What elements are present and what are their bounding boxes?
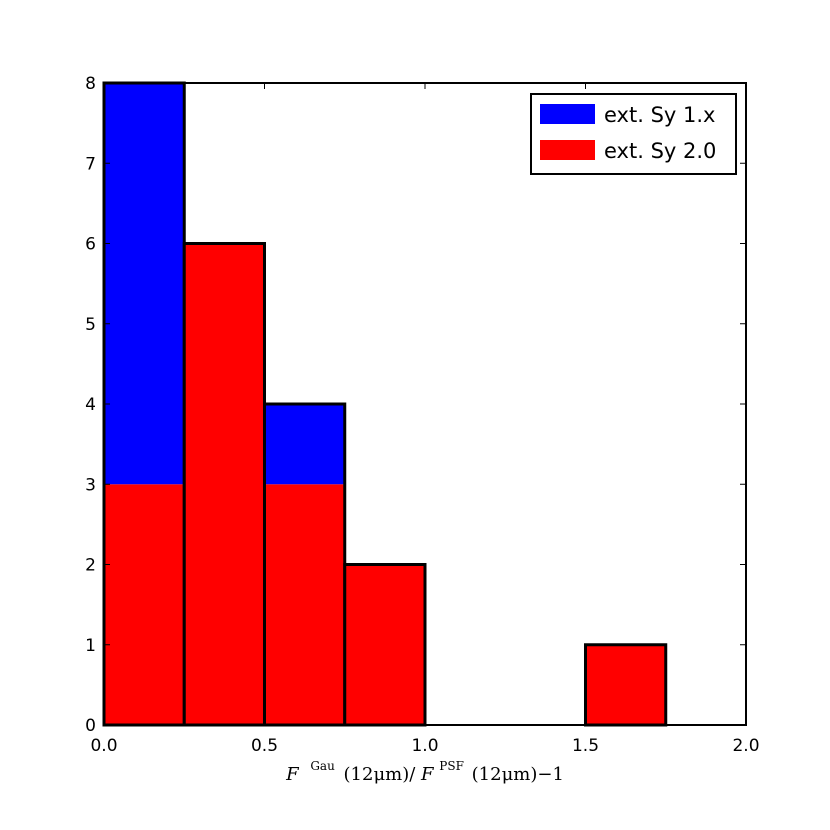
x-tick-label-3: 1.5 xyxy=(572,736,599,756)
y-tick-label-0: 0 xyxy=(85,716,96,736)
bar-sy20-3 xyxy=(344,564,425,725)
x-tick-label-2: 1.0 xyxy=(411,736,438,756)
y-tick-label-6: 6 xyxy=(85,235,96,255)
bar-sy20-2 xyxy=(264,484,345,725)
x-label-sup1: Gau xyxy=(310,759,335,773)
y-tick-label-8: 8 xyxy=(85,74,96,94)
x-label-arg2: (12μm)−1 xyxy=(472,764,564,785)
y-tick-label-7: 7 xyxy=(85,154,96,174)
legend: ext. Sy 1.x ext. Sy 2.0 xyxy=(530,93,737,175)
y-tick-label-4: 4 xyxy=(85,395,96,415)
x-tick-label-1: 0.5 xyxy=(251,736,278,756)
bar-sy20-6 xyxy=(585,644,666,725)
bar-sy20-0 xyxy=(104,484,185,725)
x-label-f2: F xyxy=(420,764,435,785)
y-tick-label-3: 3 xyxy=(85,475,96,495)
y-tick-label-2: 2 xyxy=(85,556,96,576)
legend-label-0: ext. Sy 1.x xyxy=(604,103,715,127)
x-label-f1: F xyxy=(285,764,300,785)
legend-label-1: ext. Sy 2.0 xyxy=(604,139,716,163)
x-label-sup2: PSF xyxy=(439,759,464,773)
x-tick-label-0: 0.0 xyxy=(90,736,117,756)
x-label-arg1: (12μm)/ xyxy=(344,764,417,785)
x-tick-label-4: 2.0 xyxy=(732,736,759,756)
bar-sy20-1 xyxy=(184,243,265,725)
x-axis-label: F Gau (12μm)/ F PSF (12μm)−1 xyxy=(285,754,564,785)
legend-swatch-1 xyxy=(540,140,595,160)
ticks-group: 0.0 0.5 1.0 1.5 2.0 0 1 2 3 4 5 6 7 8 xyxy=(85,74,759,756)
bars-group xyxy=(102,81,668,727)
bar-sy1x-2 xyxy=(264,404,345,485)
y-tick-label-1: 1 xyxy=(85,636,96,656)
y-tick-label-5: 5 xyxy=(85,315,96,335)
legend-swatch-0 xyxy=(540,104,595,124)
bar-sy1x-0 xyxy=(104,83,185,485)
